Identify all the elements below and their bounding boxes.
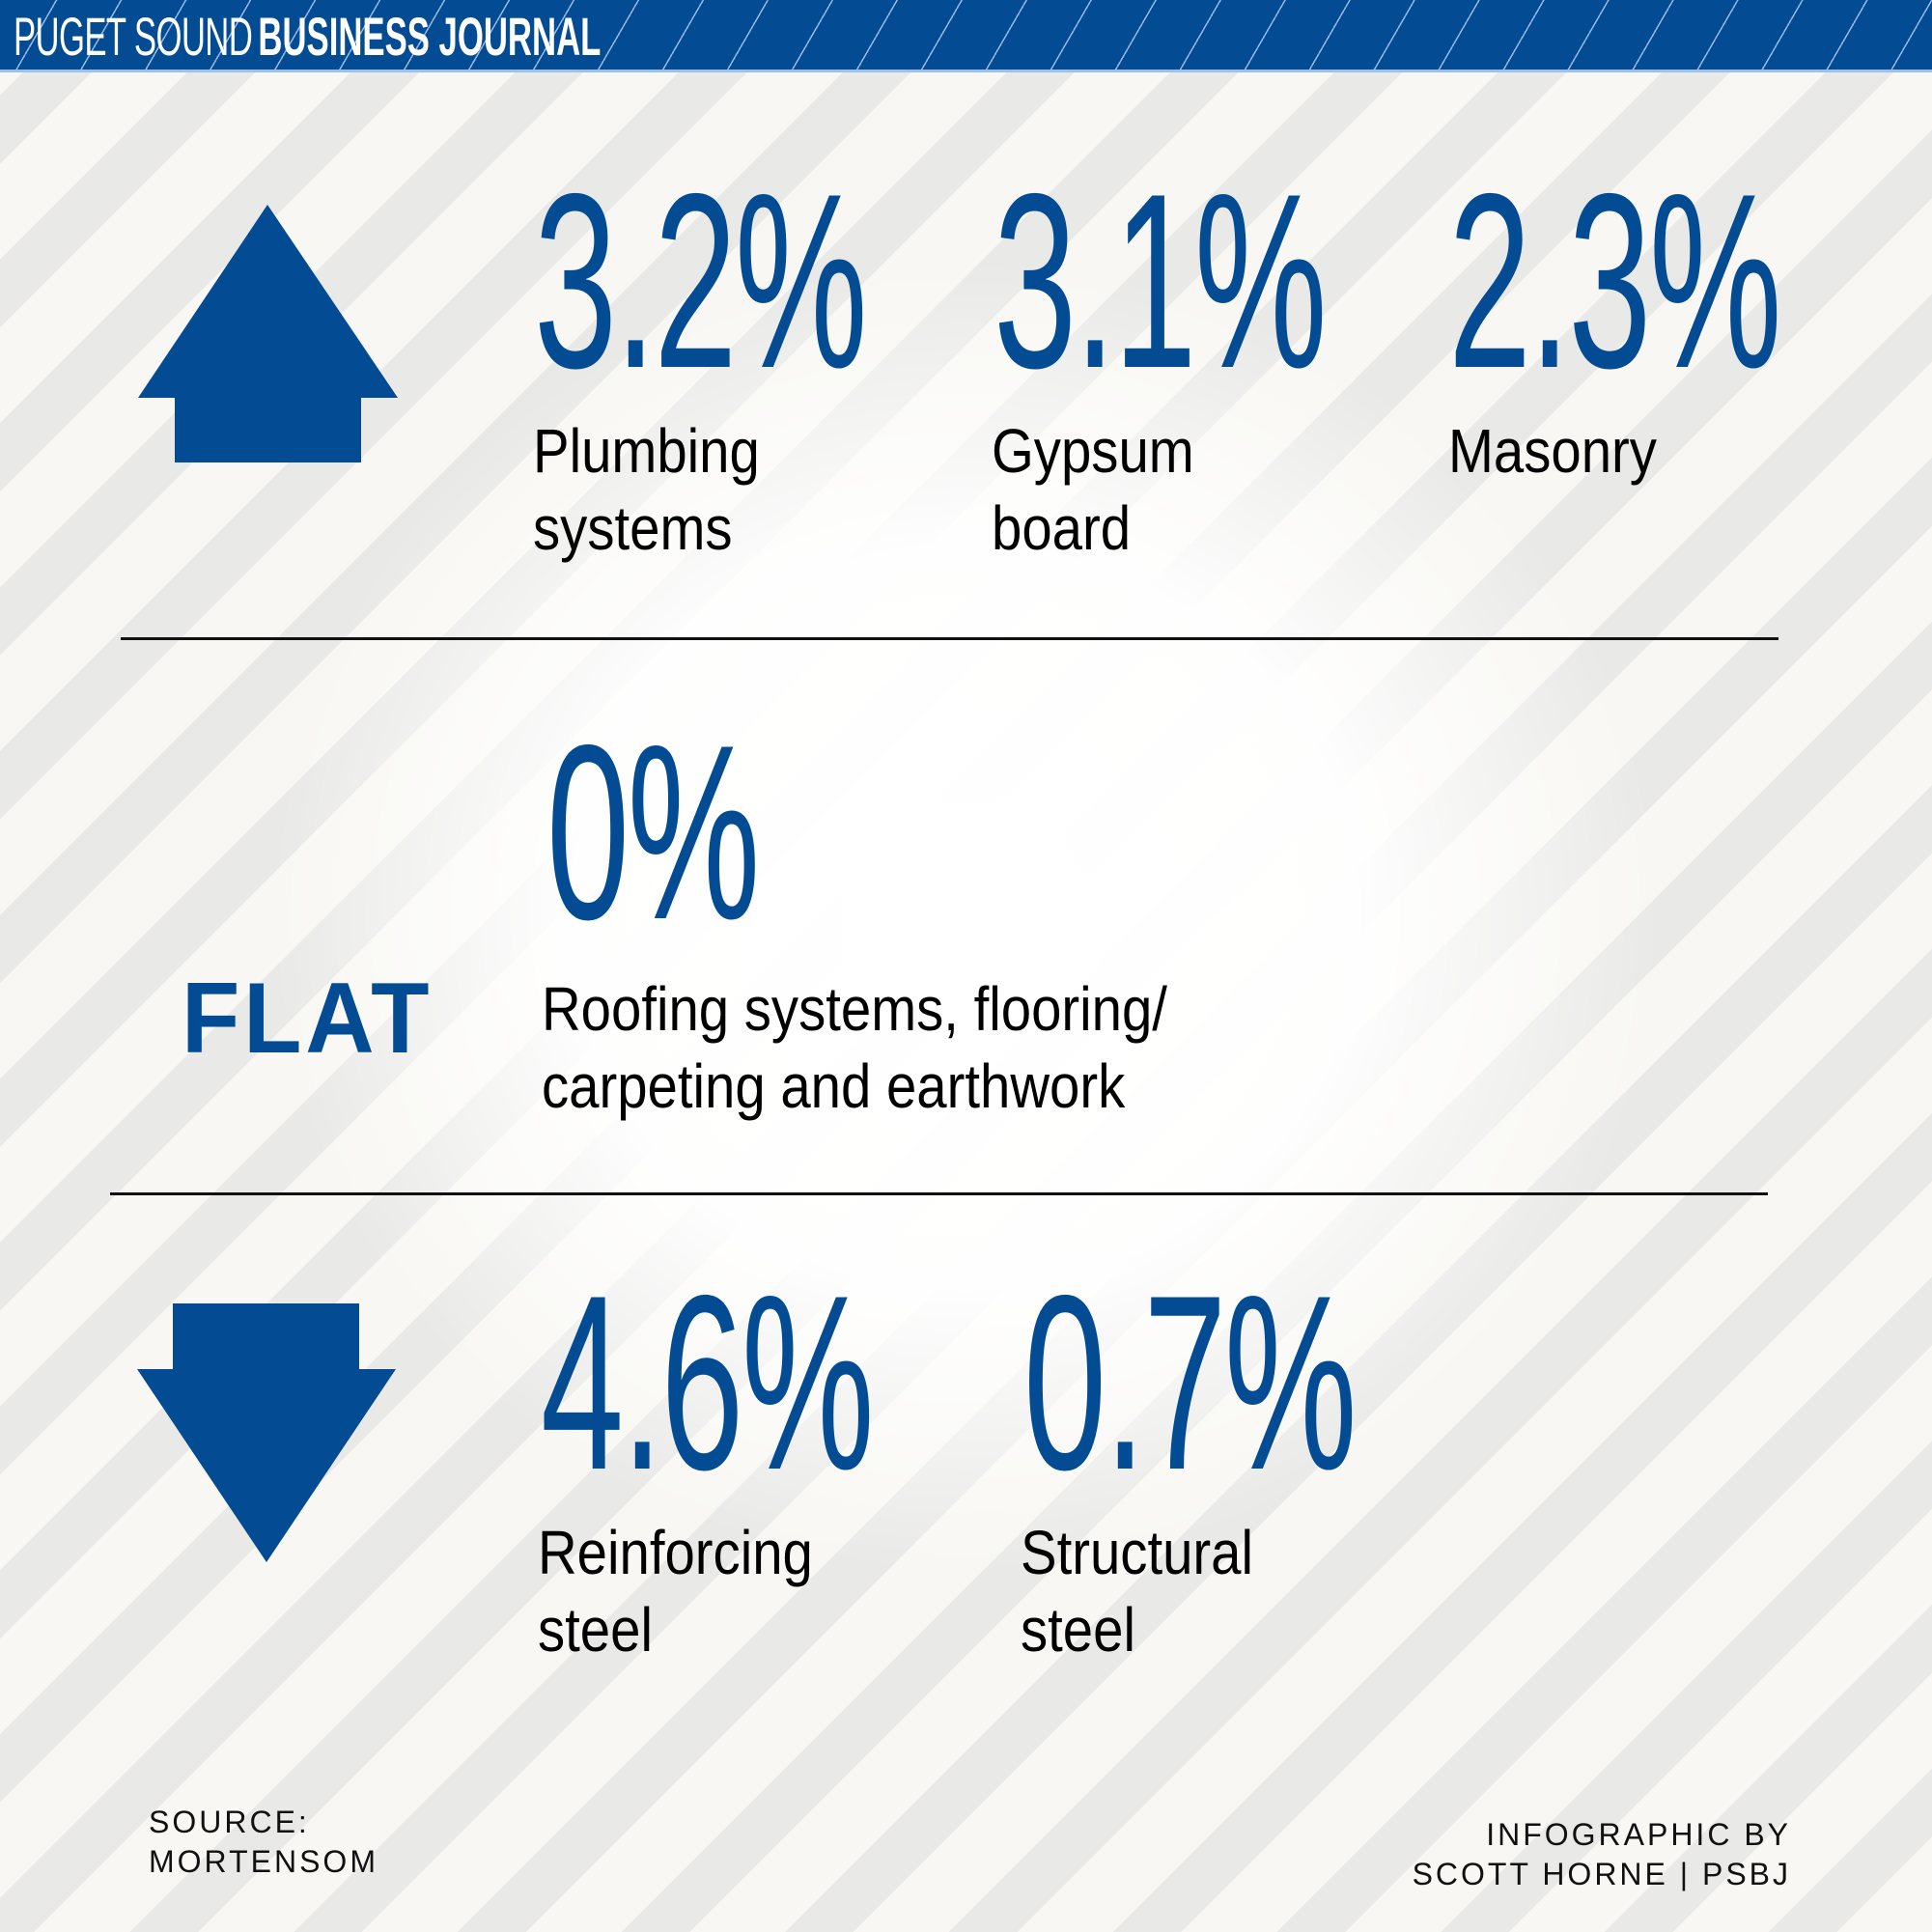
stat-label: Plumbing xyxy=(533,416,760,486)
divider xyxy=(110,1192,1768,1195)
stat-label: board xyxy=(992,493,1132,563)
stat-value: 4.6% xyxy=(541,1243,875,1522)
stat-value: 3.2% xyxy=(534,141,868,420)
stat-value: 0.7% xyxy=(1023,1243,1358,1522)
author-credit: INFOGRAPHIC BY SCOTT HORNE | PSBJ xyxy=(1413,1815,1791,1894)
source-label: SOURCE: xyxy=(149,1805,310,1839)
brand-logo: PUGET SOUND BUSINESS JOURNAL xyxy=(14,8,601,66)
stat-label: systems xyxy=(533,493,733,563)
stat-label: Structural xyxy=(1021,1518,1254,1587)
stat-label: Gypsum xyxy=(992,416,1194,486)
credit-name: SCOTT HORNE | PSBJ xyxy=(1412,1857,1791,1891)
stat-label: Reinforcing xyxy=(538,1518,813,1587)
stat-label: Roofing systems, flooring/ xyxy=(542,974,1167,1044)
header-bar: PUGET SOUND BUSINESS JOURNAL xyxy=(0,0,1932,72)
flat-heading: FLAT xyxy=(182,963,434,1075)
stat-label: carpeting and earthwork xyxy=(542,1051,1126,1121)
source-name: MORTENSOM xyxy=(149,1844,378,1879)
source-credit: SOURCE: MORTENSOM xyxy=(149,1803,378,1882)
stat-label: steel xyxy=(1021,1595,1135,1665)
credit-label: INFOGRAPHIC BY xyxy=(1486,1817,1791,1852)
brand-light: PUGET SOUND xyxy=(14,6,253,67)
stat-value: 0% xyxy=(546,692,760,971)
stat-label: Masonry xyxy=(1448,416,1657,486)
divider xyxy=(121,637,1778,640)
up-arrow-icon xyxy=(138,205,398,462)
stat-value: 2.3% xyxy=(1448,141,1782,420)
stat-value: 3.1% xyxy=(994,141,1328,420)
header-pattern xyxy=(0,0,1932,70)
stat-label: steel xyxy=(538,1595,653,1665)
down-arrow-icon xyxy=(137,1303,396,1562)
brand-bold: BUSINESS JOURNAL xyxy=(258,6,602,67)
